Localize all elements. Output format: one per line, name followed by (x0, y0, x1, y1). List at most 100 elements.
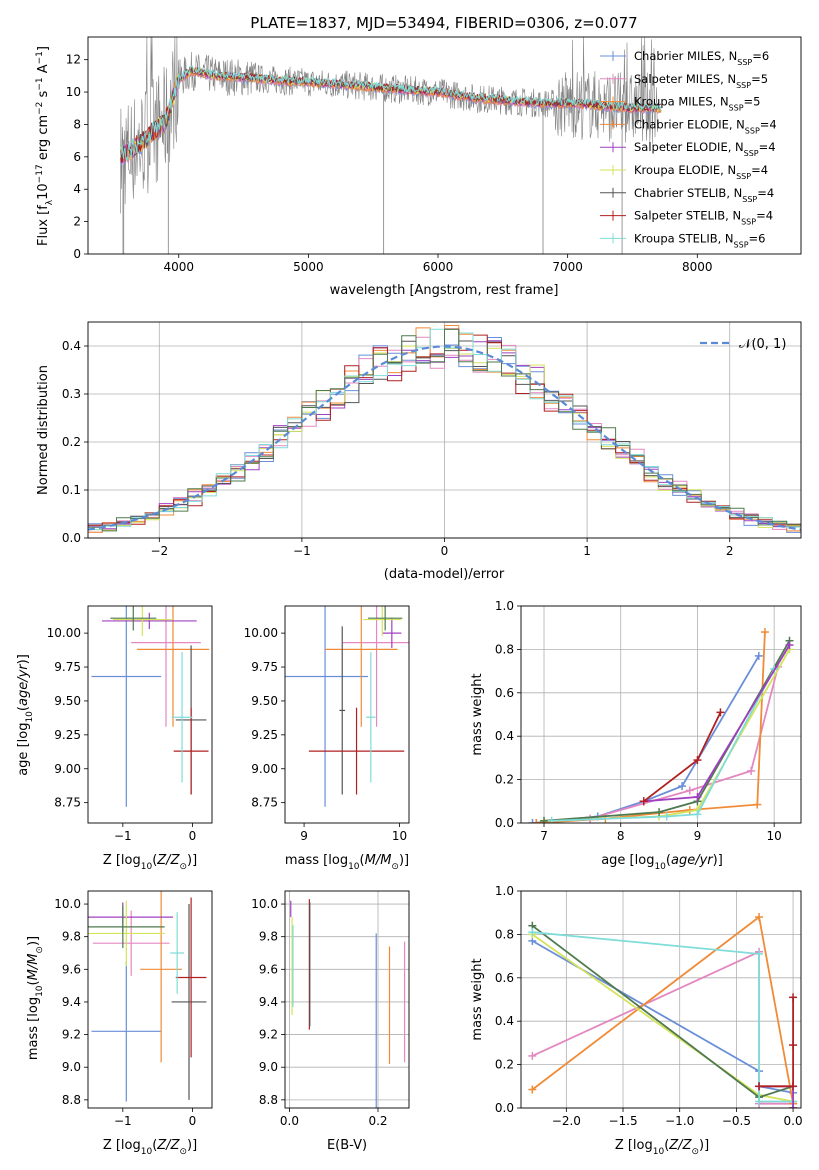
label-part: ⊙ (179, 1147, 187, 1157)
weight_vs_age-frame (520, 605, 802, 824)
chart-title: PLATE=1837, MJD=53494, FIBERID=0306, z=0… (250, 14, 637, 32)
x-axis-label: wavelength [Angstrom, rest frame] (330, 283, 559, 298)
x-tick-label: −1 (114, 829, 132, 843)
legend-label: 𝒩(0, 1) (739, 337, 786, 352)
y-tick-label: 9.4 (62, 995, 81, 1009)
label-part: A (36, 64, 51, 77)
x-axis-label: E(B-V) (327, 1138, 367, 1153)
legend-sub: SSP (742, 194, 757, 203)
y-tick-label: 8.75 (251, 796, 278, 810)
legend-sub: SSP (744, 149, 759, 158)
label-part: Z/Z (668, 1138, 692, 1153)
y-tick-label: 0.2 (495, 773, 514, 787)
legend-text: Chabrier STELIB, N (634, 186, 742, 200)
label-part: ⊙ (691, 1147, 699, 1157)
y-tick-label: 9.75 (54, 660, 81, 674)
x-tick-label: 0.0 (784, 1114, 803, 1128)
model-spectrum-line (119, 67, 662, 163)
label-part: 10 (141, 1147, 153, 1157)
legend-text: Salpeter MILES, N (634, 72, 736, 86)
y-tick-label: 9.2 (62, 1028, 81, 1042)
x-tick-label: 5000 (293, 260, 324, 274)
x-axis-label: Z [log10(Z/Z⊙)] (103, 853, 197, 872)
legend-label: Salpeter STELIB, NSSP=4 (634, 209, 773, 227)
y-tick-label: 10.00 (244, 626, 278, 640)
y-tick-label: 9.8 (259, 930, 278, 944)
x-tick-label: 10 (392, 829, 407, 843)
legend-sub: SSP (736, 172, 751, 181)
y-tick-label: 1.0 (495, 599, 514, 613)
legend-label: Salpeter ELODIE, NSSP=4 (634, 140, 776, 158)
label-part: M/M (365, 853, 392, 868)
label-part: −2 (35, 102, 45, 115)
y-axis-label: Normed distribution (36, 365, 51, 495)
label-part: erg cm (36, 115, 51, 164)
weight_vs_Z-plot-area (528, 913, 798, 1108)
label-part: Z [log (615, 1138, 653, 1153)
label-part: −1 (35, 77, 45, 90)
x-tick-label: 8000 (682, 260, 713, 274)
y-tick-label: 9.50 (54, 694, 81, 708)
y-tick-label: 9.50 (251, 694, 278, 708)
label-part: ] (36, 46, 51, 51)
y-tick-label: 9.25 (54, 728, 81, 742)
label-part: age/yr (16, 663, 31, 706)
legend-label: Kroupa STELIB, NSSP=6 (634, 231, 765, 249)
label-part: 10 (141, 862, 153, 872)
x-tick-label: 0.0 (280, 1114, 299, 1128)
y-tick-label: 12 (66, 53, 81, 67)
normal-curve (88, 345, 801, 531)
mass_vs_EBV-plot-area (290, 899, 406, 1108)
weight-line (543, 648, 791, 822)
mass_vs_EBV-frame (284, 890, 410, 1109)
label-part: −1 (35, 51, 45, 64)
spectrum-panel: 4000 5000 6000 7000 8000 0 2 4 6 8 10 12 PLATE=1837,… (35, 14, 802, 298)
legend-suffix: =4 (760, 117, 777, 131)
y-tick-label: 8.75 (54, 796, 81, 810)
label-part: ( (152, 853, 157, 868)
legend-text: Kroupa ELODIE, N (634, 163, 736, 177)
weight-line (536, 631, 766, 823)
x-tick-label: 4000 (163, 260, 194, 274)
legend-text: Kroupa MILES, N (634, 95, 729, 109)
y-tick-label: 0.6 (495, 971, 514, 985)
legend-sub: SSP (741, 217, 756, 226)
label-part: Flux [f (36, 205, 51, 246)
y-tick-label: 6 (73, 150, 81, 164)
spectrum-plot-area (119, 37, 662, 254)
label-part: ⊙ (35, 946, 45, 954)
y-tick-label: 0.8 (495, 927, 514, 941)
label-part: 10 (653, 1147, 665, 1157)
legend-suffix: =6 (749, 231, 766, 245)
weight_vs_age-plot-area (528, 628, 794, 823)
label-part: age/yr (671, 853, 714, 868)
legend-sub: SSP (737, 58, 752, 67)
mass_vs_Z-plot-area (88, 891, 207, 1102)
label-part: ( (666, 853, 671, 868)
label-part: Z/Z (156, 1138, 180, 1153)
legend-text: Salpeter STELIB, N (634, 209, 741, 223)
y-tick-label: 0.0 (62, 531, 81, 545)
legend-suffix: =6 (752, 49, 769, 63)
y-tick-label: 8.8 (62, 1093, 81, 1107)
y-tick-label: 9.6 (62, 962, 81, 976)
legend-label: Kroupa MILES, NSSP=5 (634, 95, 760, 113)
x-tick-label: 10 (767, 829, 782, 843)
label-part: )] (399, 853, 409, 868)
model-spectrum-line (119, 64, 662, 162)
y-axis-label: mass weight (470, 958, 485, 1040)
y-tick-label: 9.4 (259, 995, 278, 1009)
age_vs_mass-plot-area (285, 606, 409, 807)
label-part: age [log (16, 723, 31, 776)
legend-label: Chabrier STELIB, NSSP=4 (634, 186, 774, 204)
y-tick-label: 9.00 (54, 762, 81, 776)
y-axis-label: mass weight (470, 673, 485, 755)
x-axis-label: mass [log10(M/M⊙)] (285, 853, 409, 872)
y-tick-label: 8.8 (259, 1093, 278, 1107)
label-part: ⊙ (179, 862, 187, 872)
y-tick-label: 0.0 (495, 816, 514, 830)
x-tick-label: 7 (540, 829, 548, 843)
label-part: Z/Z (156, 853, 180, 868)
legend-label: Chabrier ELODIE, NSSP=4 (634, 117, 777, 135)
